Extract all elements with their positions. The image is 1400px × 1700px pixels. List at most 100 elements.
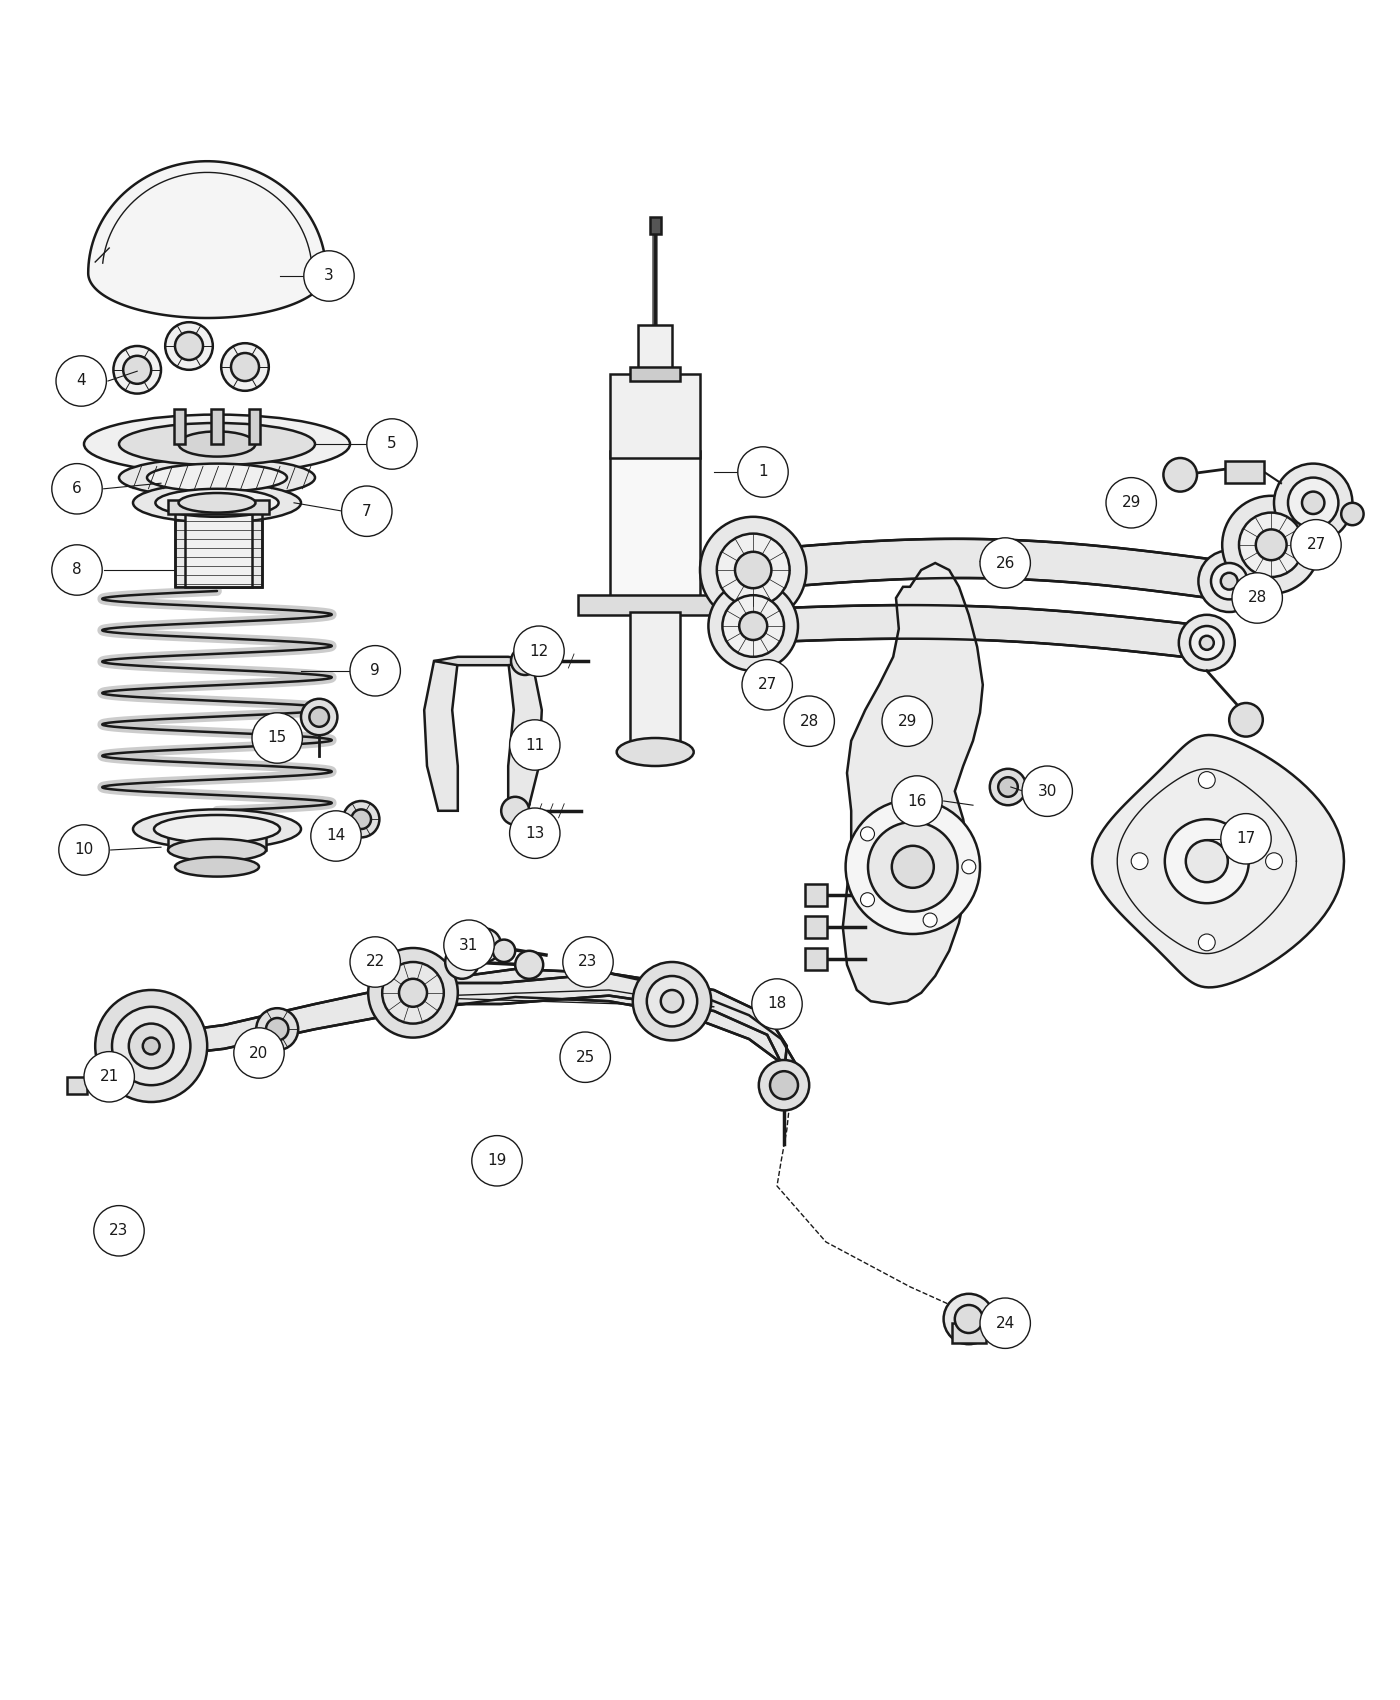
Circle shape [882,695,932,746]
Text: 16: 16 [907,794,927,809]
Circle shape [861,826,875,842]
Circle shape [1131,853,1148,870]
Circle shape [129,1023,174,1068]
Circle shape [309,707,329,728]
Circle shape [351,809,371,830]
Circle shape [143,1037,160,1054]
Ellipse shape [179,493,255,513]
Text: 27: 27 [1306,537,1326,553]
Circle shape [1266,853,1282,870]
Circle shape [1221,573,1238,590]
Text: 30: 30 [1037,784,1057,799]
Circle shape [1291,520,1341,570]
Polygon shape [88,162,326,318]
Circle shape [735,552,771,588]
Polygon shape [151,969,795,1088]
Circle shape [444,920,494,971]
Circle shape [1274,464,1352,542]
Text: 1: 1 [759,464,767,479]
Text: 23: 23 [578,954,598,969]
Circle shape [493,940,515,962]
FancyBboxPatch shape [952,1323,986,1343]
Ellipse shape [175,857,259,877]
Circle shape [468,928,501,962]
Circle shape [980,1299,1030,1348]
Text: 20: 20 [249,1046,269,1061]
Text: 29: 29 [1121,495,1141,510]
FancyBboxPatch shape [610,374,700,457]
FancyBboxPatch shape [168,500,269,513]
Ellipse shape [168,838,266,862]
FancyBboxPatch shape [805,916,827,938]
Circle shape [1190,626,1224,660]
Circle shape [123,355,151,384]
FancyBboxPatch shape [630,612,680,741]
Text: 5: 5 [388,437,396,452]
Circle shape [1198,772,1215,789]
Circle shape [1288,478,1338,529]
Circle shape [59,824,109,876]
Circle shape [700,517,806,624]
Circle shape [1179,615,1235,672]
Circle shape [1222,496,1320,593]
Text: 26: 26 [995,556,1015,571]
FancyBboxPatch shape [578,595,732,615]
Text: 13: 13 [525,826,545,842]
FancyBboxPatch shape [211,410,223,444]
Circle shape [990,768,1026,806]
Circle shape [311,811,361,862]
Text: 23: 23 [109,1224,129,1238]
Circle shape [84,1052,134,1102]
Circle shape [752,979,802,1028]
Text: 31: 31 [459,938,479,952]
Ellipse shape [154,814,280,843]
Circle shape [234,1028,284,1078]
Circle shape [998,777,1018,797]
Circle shape [1163,457,1197,491]
Text: 10: 10 [74,843,94,857]
Text: 12: 12 [529,644,549,658]
Circle shape [892,775,942,826]
Circle shape [1186,840,1228,882]
FancyBboxPatch shape [168,824,266,850]
Circle shape [112,1006,190,1085]
Circle shape [231,354,259,381]
Circle shape [175,332,203,360]
Circle shape [342,486,392,537]
Text: 27: 27 [757,677,777,692]
Text: 21: 21 [99,1069,119,1085]
Circle shape [1106,478,1156,529]
Circle shape [95,989,207,1102]
Circle shape [560,1032,610,1083]
Circle shape [1232,573,1282,624]
FancyBboxPatch shape [249,410,260,444]
Text: 28: 28 [1247,590,1267,605]
Circle shape [510,719,560,770]
Circle shape [784,695,834,746]
Circle shape [52,544,102,595]
Circle shape [846,799,980,933]
Circle shape [923,913,937,927]
Circle shape [367,418,417,469]
Circle shape [304,252,354,301]
Circle shape [770,1071,798,1100]
Polygon shape [753,605,1207,660]
Circle shape [1256,529,1287,561]
Circle shape [221,343,269,391]
Circle shape [647,976,697,1027]
Text: 29: 29 [897,714,917,729]
Ellipse shape [133,809,301,848]
Circle shape [1198,933,1215,950]
Circle shape [1302,491,1324,513]
Circle shape [301,699,337,734]
Circle shape [708,581,798,672]
Circle shape [1022,767,1072,816]
Ellipse shape [617,738,694,767]
Polygon shape [753,539,1229,600]
Text: 22: 22 [365,954,385,969]
Circle shape [1229,704,1263,736]
FancyBboxPatch shape [1225,461,1264,483]
Circle shape [514,626,564,677]
Ellipse shape [119,423,315,466]
Text: 18: 18 [767,996,787,1012]
